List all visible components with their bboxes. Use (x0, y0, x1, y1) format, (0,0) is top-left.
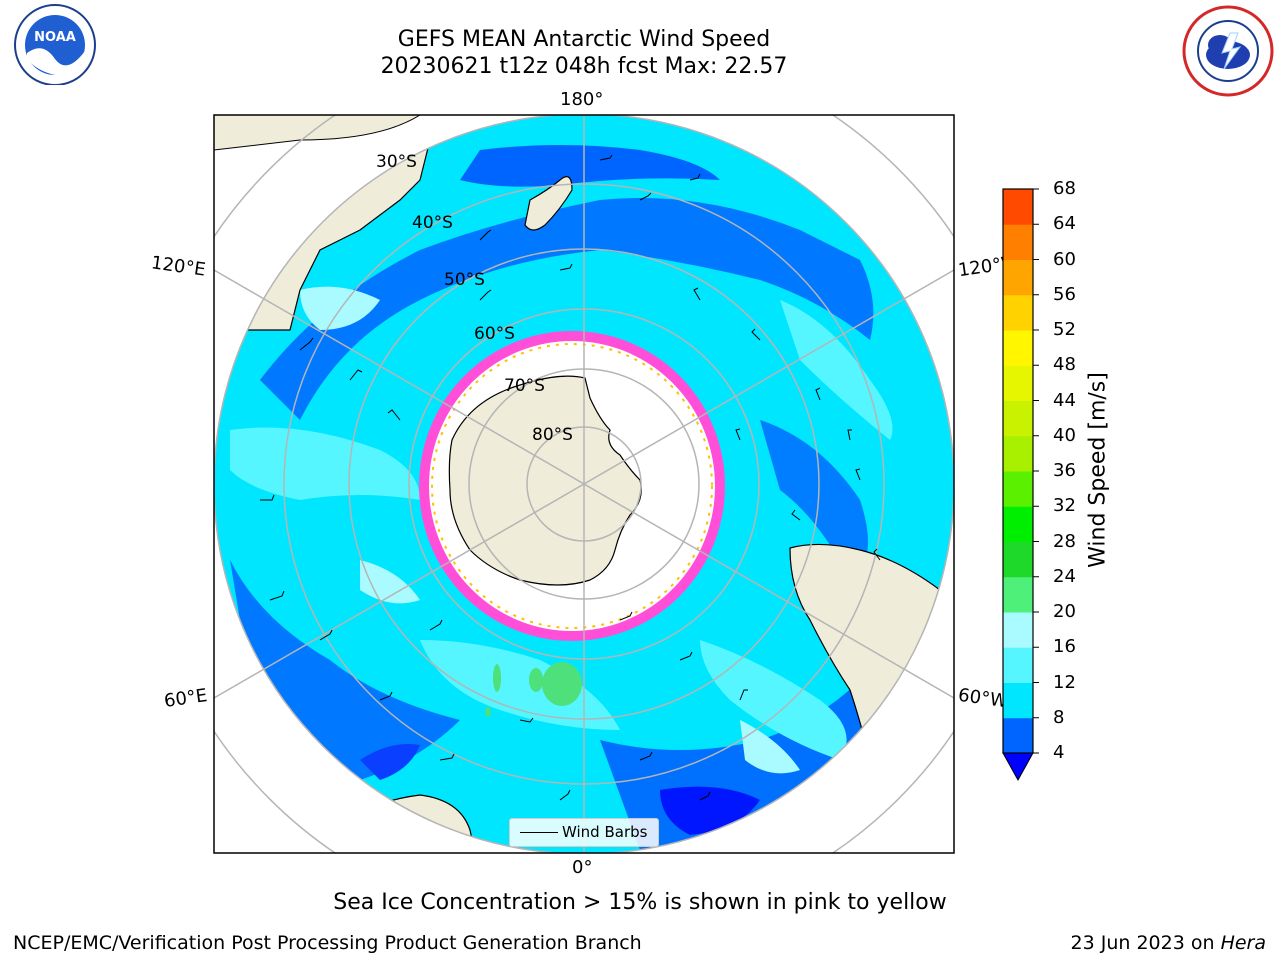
footer-date: 23 Jun 2023 on (1070, 932, 1221, 954)
colorbar-swatch (1003, 365, 1033, 401)
colorbar-swatch (1003, 400, 1033, 437)
colorbar-swatch (1003, 224, 1033, 260)
colorbar-tick-label: 28 (1053, 530, 1076, 552)
colorbar-tick-label: 40 (1053, 424, 1076, 446)
colorbar-tick-label: 4 (1053, 742, 1065, 763)
footer-right: 23 Jun 2023 on Hera (1071, 932, 1266, 954)
colorbar-tick-label: 60 (1053, 248, 1076, 270)
lat-label-50s: 50°S (444, 270, 485, 290)
colorbar-tick-label: 32 (1053, 495, 1076, 517)
lon-label-0: 0° (572, 857, 593, 878)
lat-label-30s: 30°S (376, 152, 417, 172)
footer-left: NCEP/EMC/Verification Post Processing Pr… (13, 932, 642, 954)
colorbar-tick-label: 12 (1053, 671, 1076, 693)
colorbar-tick-label: 48 (1053, 354, 1076, 376)
chart-title: GEFS MEAN Antarctic Wind Speed (397, 27, 771, 52)
noaa-logo: NOAA (14, 4, 96, 85)
colorbar-swatch (1003, 541, 1033, 578)
caption: Sea Ice Concentration > 15% is shown in … (333, 890, 947, 915)
colorbar-tick-label: 8 (1053, 706, 1065, 728)
colorbar-tick-label: 56 (1053, 283, 1076, 305)
legend-label: Wind Barbs (562, 823, 648, 841)
colorbar-tick-label: 24 (1053, 565, 1076, 587)
colorbar-swatch (1003, 330, 1033, 366)
colorbar (1002, 188, 1039, 782)
colorbar-swatch (1003, 612, 1033, 648)
colorbar-tick-label: 36 (1053, 460, 1076, 481)
colorbar-tick-label: 52 (1053, 319, 1076, 340)
chart-subtitle: 20230621 t12z 048h fcst Max: 22.57 (380, 54, 788, 79)
colorbar-tick-label: 20 (1053, 601, 1076, 622)
colorbar-swatch (1003, 682, 1033, 719)
footer-machine: Hera (1220, 932, 1266, 954)
colorbar-tick-label: 16 (1053, 636, 1076, 658)
colorbar-swatch (1003, 259, 1033, 296)
wind-barb-legend-line (520, 832, 558, 833)
graticule (214, 115, 954, 853)
colorbar-tick-label: 68 (1053, 178, 1076, 199)
wind-barbs (260, 154, 881, 801)
colorbar-swatch (1003, 189, 1033, 225)
green-patch (542, 662, 582, 706)
lat-label-70s: 70°S (504, 376, 545, 396)
colorbar-swatch (1003, 435, 1033, 472)
colorbar-swatch (1003, 471, 1033, 507)
lat-label-40s: 40°S (412, 213, 453, 233)
lat-label-60s: 60°S (474, 324, 515, 344)
map-frame (213, 114, 955, 854)
lat-label-80s: 80°S (532, 425, 573, 445)
colorbar-swatch (1003, 717, 1033, 754)
lon-label-180: 180° (560, 89, 604, 110)
colorbar-tick-label: 44 (1053, 389, 1076, 411)
colorbar-title: Wind Speed [m/s] (1085, 372, 1111, 568)
colorbar-swatch (1003, 294, 1033, 331)
colorbar-tick-label: 64 (1053, 213, 1076, 235)
map-legend: Wind Barbs (509, 818, 659, 847)
colorbar-swatch (1003, 576, 1033, 613)
colorbar-swatch (1003, 506, 1033, 542)
colorbar-swatch (1003, 647, 1033, 683)
noaa-text: NOAA (34, 30, 76, 45)
nws-logo (1182, 5, 1274, 97)
